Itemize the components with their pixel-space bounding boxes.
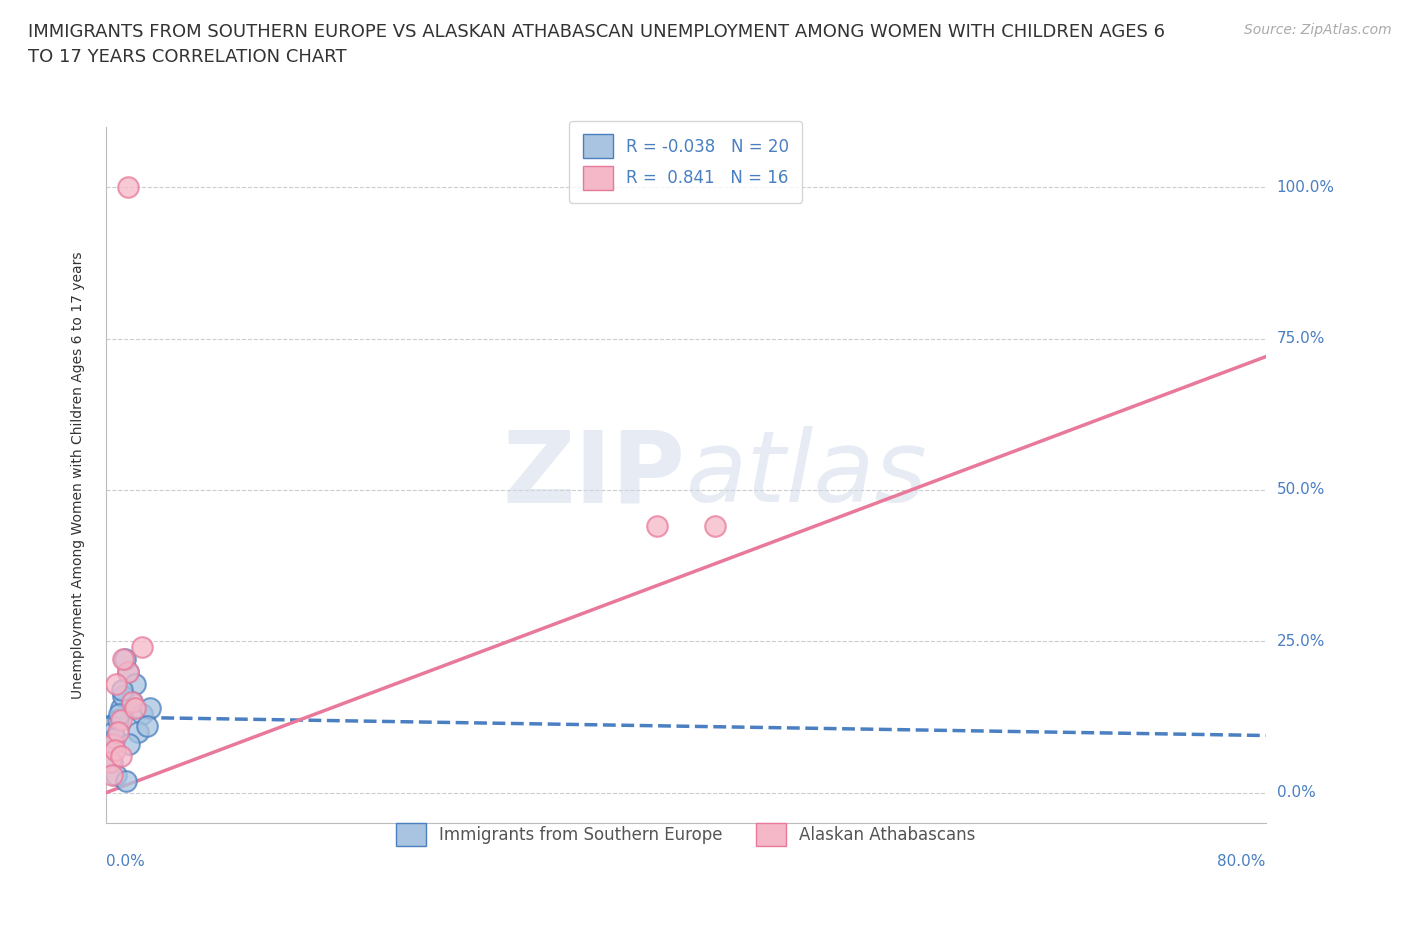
Point [100,737,122,751]
Text: ZIP: ZIP [503,426,686,524]
Point [114,652,136,667]
Point [104,731,127,746]
Point [117,664,139,679]
Text: IMMIGRANTS FROM SOUTHERN EUROPE VS ALASKAN ATHABASCAN UNEMPLOYMENT AMONG WOMEN W: IMMIGRANTS FROM SOUTHERN EUROPE VS ALASK… [28,23,1166,66]
Text: 0.0%: 0.0% [1277,785,1316,800]
Text: Source: ZipAtlas.com: Source: ZipAtlas.com [1244,23,1392,37]
Point [101,767,124,782]
Point [110,749,132,764]
Point [124,676,146,691]
Point [110,712,132,727]
Point [111,683,134,698]
Point [121,695,143,710]
Point [127,724,149,739]
Point [117,179,139,194]
Point [103,737,125,751]
Point [108,707,131,722]
Point [135,719,157,734]
Point [131,707,153,722]
Point [105,676,128,691]
Point [112,688,135,703]
Y-axis label: Unemployment Among Women with Children Ages 6 to 17 years: Unemployment Among Women with Children A… [72,251,86,698]
Point [121,695,143,710]
Text: 80.0%: 80.0% [1218,854,1265,869]
Point [138,700,160,715]
Point [110,700,132,715]
Point [124,700,146,715]
Point [645,519,668,534]
Point [117,664,139,679]
Point [103,724,125,739]
Point [118,737,141,751]
Point [131,640,153,655]
Legend: Immigrants from Southern Europe, Alaskan Athabascans: Immigrants from Southern Europe, Alaskan… [389,816,983,853]
Point [104,743,127,758]
Point [115,773,138,788]
Text: 25.0%: 25.0% [1277,633,1324,649]
Point [105,767,128,782]
Text: 0.0%: 0.0% [105,854,145,869]
Point [112,652,135,667]
Point [100,755,122,770]
Point [107,724,129,739]
Point [703,519,725,534]
Point [107,712,129,727]
Text: 50.0%: 50.0% [1277,483,1324,498]
Text: atlas: atlas [686,426,928,524]
Point [101,755,124,770]
Text: 100.0%: 100.0% [1277,179,1334,194]
Text: 75.0%: 75.0% [1277,331,1324,346]
